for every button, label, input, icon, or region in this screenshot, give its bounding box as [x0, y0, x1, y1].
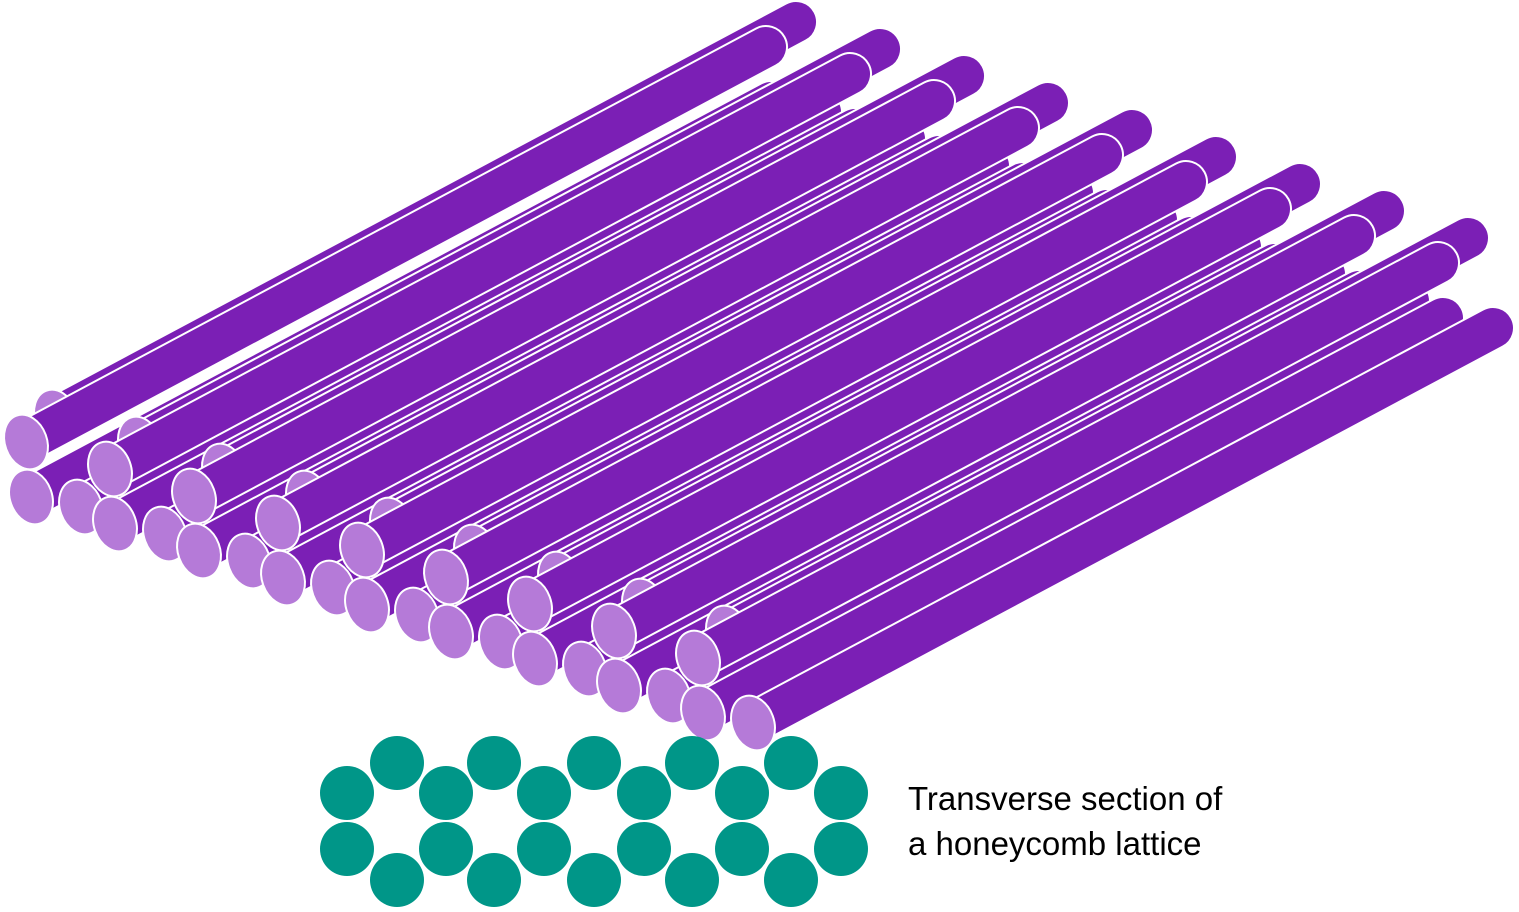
tube	[171, 79, 956, 525]
tube-end-cap	[344, 576, 390, 634]
section-circle	[665, 853, 719, 907]
tube	[3, 25, 788, 471]
caption-line-1: Transverse section of	[908, 780, 1223, 817]
section-circle	[517, 822, 571, 876]
section-circle	[370, 853, 424, 907]
tube-body	[266, 106, 1040, 543]
tube-end-cap	[675, 629, 721, 687]
tube	[675, 241, 1460, 687]
honeycomb-cross-section	[320, 736, 868, 907]
tube-end-cap	[423, 548, 469, 606]
tube-end-cap	[8, 468, 54, 526]
tube-end-cap	[730, 694, 776, 752]
tube-end-cap	[507, 575, 553, 633]
section-circle	[467, 853, 521, 907]
tube-end-cap	[428, 603, 474, 661]
tube-bundle	[3, 0, 1515, 752]
tube	[423, 160, 1208, 606]
tube-end-cap	[591, 602, 637, 660]
section-circle	[320, 766, 374, 820]
tube-end-cap	[3, 413, 49, 471]
section-circle	[764, 853, 818, 907]
section-circle	[764, 736, 818, 790]
tube-end-cap	[87, 440, 133, 498]
tube-end-cap	[176, 522, 222, 580]
tube	[87, 52, 872, 498]
section-circle	[617, 766, 671, 820]
tube-body	[518, 187, 1292, 624]
tube-end-cap	[255, 494, 301, 552]
caption-line-2: a honeycomb lattice	[908, 825, 1202, 862]
tube	[255, 106, 1040, 552]
tube-body	[686, 241, 1460, 678]
tube-body	[434, 160, 1208, 597]
tube	[339, 133, 1124, 579]
tube-end-cap	[92, 495, 138, 553]
section-circle	[419, 822, 473, 876]
section-circle	[814, 822, 868, 876]
tube-body	[98, 52, 872, 489]
tube-body	[602, 214, 1376, 651]
section-circle	[370, 736, 424, 790]
tube-body	[741, 306, 1515, 743]
tube	[507, 187, 1292, 633]
tube-end-cap	[512, 630, 558, 688]
tube-body	[182, 79, 956, 516]
tube	[591, 214, 1376, 660]
section-circle	[665, 736, 719, 790]
section-circle	[715, 766, 769, 820]
section-circle	[419, 766, 473, 820]
tube-end-cap	[260, 549, 306, 607]
section-circle	[567, 853, 621, 907]
section-circle	[517, 766, 571, 820]
tube-body	[14, 25, 788, 462]
tube-body	[350, 133, 1124, 570]
tube	[730, 306, 1515, 752]
section-circle	[567, 736, 621, 790]
tube-end-cap	[171, 467, 217, 525]
tube-end-cap	[680, 684, 726, 742]
tube-end-cap	[339, 521, 385, 579]
section-circle	[320, 822, 374, 876]
section-circle	[467, 736, 521, 790]
tube-end-cap	[596, 657, 642, 715]
section-circle	[617, 822, 671, 876]
section-circle	[715, 822, 769, 876]
section-circle	[814, 766, 868, 820]
caption: Transverse section of a honeycomb lattic…	[908, 776, 1222, 866]
